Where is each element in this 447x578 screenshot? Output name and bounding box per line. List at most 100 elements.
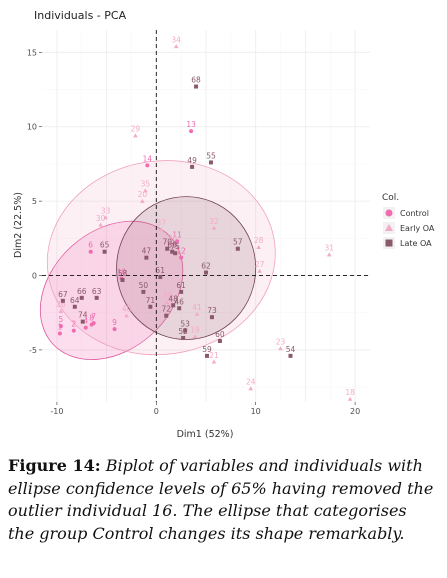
point-55 bbox=[208, 160, 213, 165]
point-58 bbox=[120, 277, 125, 282]
point-label-46: 46 bbox=[174, 297, 184, 306]
point-41 bbox=[194, 311, 200, 316]
point-label-41: 41 bbox=[192, 303, 202, 312]
point-6 bbox=[88, 249, 93, 254]
point-24 bbox=[248, 386, 254, 391]
point-54 bbox=[288, 353, 293, 358]
point-label-53: 53 bbox=[180, 320, 190, 329]
point-39 bbox=[164, 300, 170, 305]
point-1 bbox=[57, 331, 62, 336]
point-67 bbox=[60, 298, 65, 303]
point-5 bbox=[58, 324, 63, 329]
y-axis-ticks: -5 0 5 10 15 bbox=[27, 48, 42, 355]
point-label-75: 75 bbox=[170, 242, 180, 251]
caption-label: Figure 14: bbox=[8, 456, 101, 475]
legend-title: Col. bbox=[382, 193, 399, 203]
legend-label: Control bbox=[400, 209, 429, 218]
point-14 bbox=[145, 163, 150, 168]
y-tick-label: -5 bbox=[29, 346, 37, 355]
legend-label: Early OA bbox=[400, 224, 435, 233]
point-32 bbox=[211, 225, 217, 230]
point-18 bbox=[347, 396, 353, 401]
point-label-49: 49 bbox=[187, 156, 197, 165]
point-74 bbox=[80, 319, 85, 324]
pca-biplot: Individuals - PCA 1314125789114610123429… bbox=[13, 9, 435, 440]
legend-marker-control bbox=[385, 209, 393, 217]
point-23 bbox=[278, 346, 283, 351]
point-label-68: 68 bbox=[191, 76, 201, 85]
point-label-34: 34 bbox=[171, 35, 181, 44]
point-label-51: 51 bbox=[156, 266, 166, 275]
point-46 bbox=[177, 306, 182, 311]
x-tick-label: 0 bbox=[154, 407, 159, 416]
point-label-12: 12 bbox=[176, 247, 186, 256]
point-20 bbox=[140, 198, 145, 203]
point-label-47: 47 bbox=[142, 247, 152, 256]
x-tick-label: 20 bbox=[350, 407, 360, 416]
point-label-73: 73 bbox=[207, 306, 217, 315]
point-47 bbox=[144, 255, 149, 260]
point-21 bbox=[211, 359, 217, 364]
point-label-52: 52 bbox=[178, 327, 188, 336]
point-label-35: 35 bbox=[141, 180, 151, 189]
point-label-40: 40 bbox=[122, 305, 132, 314]
point-40 bbox=[124, 313, 129, 318]
x-axis-label: Dim1 (52%) bbox=[177, 429, 234, 440]
point-30 bbox=[98, 222, 103, 227]
point-label-24: 24 bbox=[246, 378, 256, 387]
point-label-70: 70 bbox=[162, 238, 172, 247]
point-label-67: 67 bbox=[58, 290, 68, 299]
point-label-19: 19 bbox=[190, 326, 200, 335]
point-label-39: 39 bbox=[162, 291, 172, 300]
chart-title: Individuals - PCA bbox=[34, 9, 127, 22]
point-28 bbox=[256, 244, 261, 249]
point-61 bbox=[179, 289, 184, 294]
point-label-20: 20 bbox=[138, 190, 148, 199]
point-label-14: 14 bbox=[143, 154, 153, 163]
point-label-48: 48 bbox=[168, 294, 178, 303]
point-label-29: 29 bbox=[131, 125, 141, 134]
point-49 bbox=[190, 164, 195, 169]
point-62 bbox=[204, 270, 208, 275]
legend-marker-early-oa bbox=[384, 223, 394, 232]
point-71 bbox=[148, 304, 153, 309]
point-label-74: 74 bbox=[78, 311, 88, 320]
point-4 bbox=[83, 325, 88, 330]
ellipse-late-oa bbox=[116, 196, 257, 340]
point-label-18: 18 bbox=[345, 388, 355, 397]
point-9 bbox=[112, 327, 117, 332]
point-label-36: 36 bbox=[167, 233, 177, 242]
point-53 bbox=[183, 328, 188, 333]
point-label-10: 10 bbox=[117, 267, 127, 276]
ellipse-early-oa bbox=[46, 160, 276, 356]
point-69 bbox=[170, 249, 175, 254]
figure-caption: Figure 14: Biplot of variables and indiv… bbox=[8, 455, 434, 545]
gridlines bbox=[42, 30, 370, 402]
x-tick-label: -10 bbox=[50, 407, 63, 416]
point-label-55: 55 bbox=[206, 151, 216, 160]
point-35 bbox=[143, 188, 148, 193]
y-axis-label: Dim2 (22.5%) bbox=[13, 192, 24, 258]
point-label-13: 13 bbox=[186, 120, 196, 129]
point-48 bbox=[171, 303, 176, 308]
point-33 bbox=[103, 215, 108, 220]
point-label-4: 4 bbox=[83, 317, 88, 326]
x-axis-ticks: -10 0 10 20 bbox=[50, 402, 360, 416]
caption-text: Biplot of variables and individuals with… bbox=[8, 456, 434, 543]
point-73 bbox=[209, 315, 214, 320]
point-12 bbox=[179, 255, 184, 260]
point-51 bbox=[158, 275, 163, 280]
point-2 bbox=[71, 328, 76, 333]
point-63 bbox=[94, 295, 99, 300]
point-label-8: 8 bbox=[89, 314, 94, 323]
point-72 bbox=[164, 313, 169, 318]
point-label-27: 27 bbox=[255, 260, 265, 269]
point-70 bbox=[165, 246, 170, 251]
point-68 bbox=[194, 84, 199, 89]
point-66 bbox=[79, 295, 84, 300]
point-label-33: 33 bbox=[101, 206, 111, 215]
point-label-54: 54 bbox=[286, 345, 296, 354]
legend: Col. Control Early OA Late OA bbox=[382, 193, 435, 249]
point-label-28: 28 bbox=[254, 236, 264, 245]
point-label-66: 66 bbox=[77, 287, 87, 296]
